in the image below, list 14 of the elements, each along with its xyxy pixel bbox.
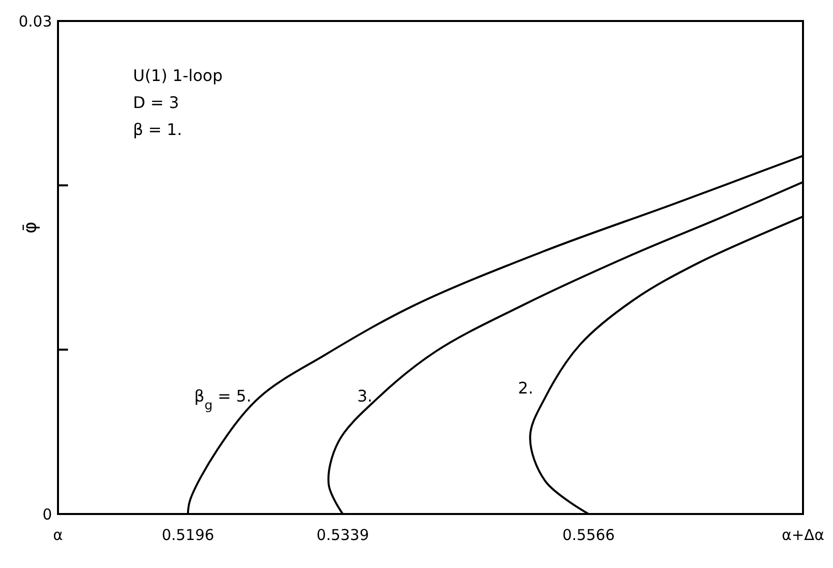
annotation: U(1) 1-loop xyxy=(133,66,223,85)
x-tick-label: 0.5339 xyxy=(316,526,370,544)
y-tick-label: 0.03 xyxy=(18,12,52,30)
annotation: D = 3 xyxy=(133,93,180,112)
series-label: β$_{g}$ = 5. xyxy=(194,386,252,413)
y-tick-label: 0 xyxy=(42,505,52,524)
series-label: 3. xyxy=(357,386,373,406)
x-tick-label: α+Δα xyxy=(782,526,824,544)
x-tick-label: α xyxy=(53,526,64,544)
x-tick-label: 0.5566 xyxy=(562,526,615,544)
annotation: β = 1. xyxy=(133,120,182,139)
y-axis-title: φ̄ xyxy=(20,222,41,234)
series-label: 2. xyxy=(518,378,534,398)
x-tick-label: 0.5196 xyxy=(162,526,214,544)
